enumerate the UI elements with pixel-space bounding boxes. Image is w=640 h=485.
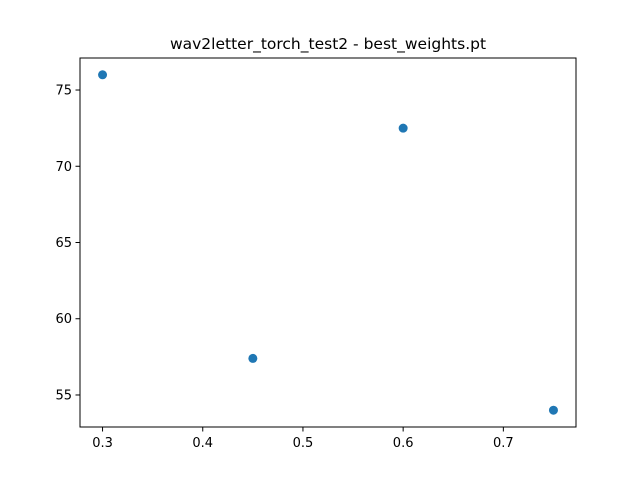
y-tick-label: 55 — [55, 388, 72, 403]
x-tick-label: 0.5 — [293, 436, 314, 451]
y-tick-label: 65 — [55, 236, 72, 251]
chart-title: wav2letter_torch_test2 - best_weights.pt — [170, 35, 486, 54]
x-tick-label: 0.7 — [493, 436, 514, 451]
y-tick-label: 70 — [55, 160, 72, 175]
plot-area-frame — [79, 57, 577, 428]
data-point — [548, 405, 558, 415]
data-point — [398, 123, 408, 133]
data-point — [98, 70, 108, 80]
x-axis-ticks: 0.3 0.4 0.5 0.6 0.7 — [92, 427, 514, 451]
y-tick-label: 75 — [55, 84, 72, 99]
data-points — [98, 70, 558, 415]
y-axis-ticks: 55 60 65 70 75 — [55, 84, 80, 403]
x-tick-label: 0.6 — [393, 436, 414, 451]
x-tick-label: 0.3 — [92, 436, 113, 451]
x-tick-label: 0.4 — [192, 436, 213, 451]
y-tick-label: 60 — [55, 312, 72, 327]
data-point — [248, 353, 258, 363]
